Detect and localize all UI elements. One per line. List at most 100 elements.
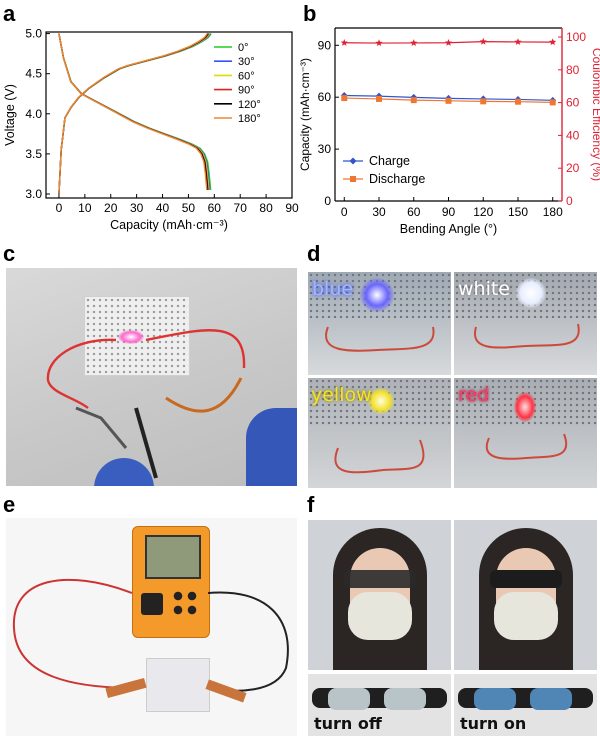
panel-letter-f: f	[307, 492, 315, 517]
y-tick-label-a: 3.0	[25, 187, 42, 201]
series-line-charge-2	[58, 33, 210, 195]
series-line-discharge-4	[58, 33, 209, 191]
y2-tick-label-b: 100	[566, 30, 586, 44]
y2-tick-label-b: 20	[566, 161, 580, 175]
chart-a-voltage-capacity: 0 10 20 30 40 50 60 70 80 90 3.0 3.5 4.0 4.5 5.0 Capaci…	[3, 27, 299, 232]
photo-f-glasses-off: turn off	[308, 674, 451, 736]
data-point-b-2	[549, 38, 557, 46]
photo-f-face-off	[308, 520, 451, 670]
led-white-glow	[516, 278, 546, 308]
wires-c	[46, 329, 246, 479]
series-line-discharge-2	[58, 33, 210, 191]
photo-d-grid: blue white yellow red	[308, 272, 597, 488]
glasses-on	[490, 570, 562, 588]
y-tick-label-a: 4.0	[25, 107, 42, 121]
led-glow	[118, 330, 144, 344]
data-point-b-1	[341, 95, 348, 102]
legend-label-a: 0°	[238, 42, 249, 54]
x-tick-label-a: 70	[234, 201, 248, 215]
y-axis-label-a: Voltage (V)	[3, 84, 17, 146]
data-point-b-2	[479, 37, 487, 45]
y-tick-label-b: 30	[318, 142, 332, 156]
photo-d-red: red	[454, 378, 597, 488]
x-tick-label-a: 60	[208, 201, 222, 215]
y2-tick-label-b: 40	[566, 128, 580, 142]
y-tick-label-b: 60	[318, 90, 332, 104]
x-tick-label-b: 150	[508, 205, 528, 219]
data-point-b-1	[445, 97, 452, 104]
x-tick-label-a: 10	[78, 201, 92, 215]
label-blue: blue	[312, 278, 354, 300]
series-line-discharge-0	[58, 33, 212, 191]
led-yellow-glow	[368, 388, 394, 414]
y2-tick-label-b: 80	[566, 63, 580, 77]
battery-film	[146, 658, 210, 712]
legend-marker-b	[350, 176, 356, 182]
console-screen	[145, 535, 201, 579]
game-console	[132, 526, 210, 638]
plot-frame-a	[45, 31, 293, 199]
y-tick-label-b: 90	[318, 38, 332, 52]
panel-letter-a: a	[3, 1, 16, 26]
x-axis-label-a: Capacity (mAh·cm⁻³)	[110, 218, 228, 232]
label-yellow: yellow	[311, 384, 372, 406]
photo-d-white: white	[454, 272, 597, 375]
y-tick-label-a: 3.5	[25, 147, 42, 161]
x-tick-label-a: 30	[130, 201, 144, 215]
led-red-glow	[514, 392, 536, 422]
series-line-charge-1	[58, 33, 211, 195]
label-white: white	[458, 278, 510, 300]
y-tick-label-a: 4.5	[25, 67, 42, 81]
y2-axis-label-b: Coulombic Efficiency (%)	[590, 48, 600, 181]
photo-f-glasses-on: turn on	[454, 674, 597, 736]
legend-label-a: 180°	[238, 113, 261, 125]
x-tick-label-b: 0	[341, 205, 348, 219]
y2-tick-label-b: 60	[566, 96, 580, 110]
data-point-b-2	[375, 39, 383, 47]
series-line-charge-0	[58, 33, 212, 195]
x-tick-label-b: 30	[372, 205, 386, 219]
label-red: red	[458, 384, 490, 406]
label-turn-on: turn on	[460, 714, 527, 733]
series-line-discharge-3	[58, 33, 209, 191]
data-point-b-1	[480, 98, 487, 105]
chart-b-bending-capacity: 0 30 60 90 120 150 1800306090020406080100Bendi…	[300, 27, 600, 236]
legend-label-a: 90°	[238, 85, 255, 97]
data-point-b-1	[514, 98, 521, 105]
x-tick-label-b: 180	[543, 205, 563, 219]
x-axis-label-b: Bending Angle (°)	[400, 222, 497, 236]
photo-f-glasses: turn off turn on	[308, 520, 597, 736]
y-tick-label-a: 5.0	[25, 27, 42, 41]
legend-label-a: 120°	[238, 99, 261, 111]
data-point-b-2	[444, 38, 453, 46]
glasses-off	[344, 570, 416, 588]
panel-letter-e: e	[3, 492, 16, 517]
photo-d-yellow: yellow	[308, 378, 451, 488]
data-point-b-1	[549, 99, 556, 106]
photo-c-breadboard-leds	[6, 268, 297, 486]
legend-label-a: 60°	[238, 70, 255, 82]
series-line-charge-5	[58, 33, 208, 195]
x-tick-label-a: 20	[104, 201, 118, 215]
mask-off	[348, 592, 412, 640]
legend-label-a: 30°	[238, 56, 255, 68]
data-point-b-2	[514, 38, 522, 46]
x-tick-label-b: 60	[407, 205, 421, 219]
legend-label-b: Discharge	[369, 172, 425, 186]
data-point-b-2	[340, 38, 348, 46]
x-tick-label-a: 80	[259, 201, 273, 215]
panel-letter-b: b	[303, 1, 317, 26]
photo-e-game-console	[6, 518, 297, 736]
y2-tick-label-b: 0	[566, 194, 573, 208]
legend-marker-b	[349, 157, 357, 165]
mask-on	[494, 592, 558, 640]
legend-label-b: Charge	[369, 154, 410, 168]
photo-f-face-on	[454, 520, 597, 670]
data-point-b-1	[376, 95, 383, 102]
series-line-charge-3	[58, 33, 210, 195]
panel-letter-d: d	[307, 241, 321, 266]
series-line-discharge-1	[58, 33, 211, 191]
photo-d-blue: blue	[308, 272, 451, 375]
console-buttons	[171, 589, 199, 617]
glove	[246, 408, 297, 486]
